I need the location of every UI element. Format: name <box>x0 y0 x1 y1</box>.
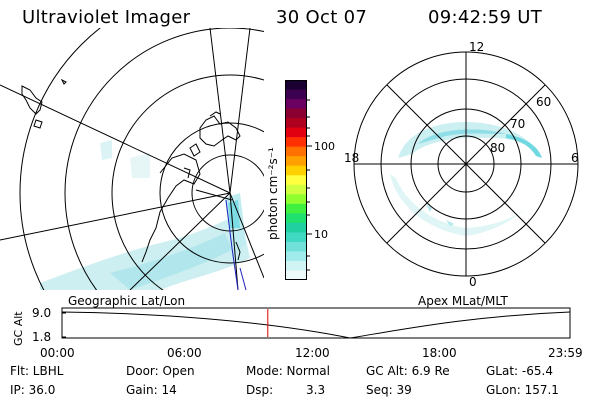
polar-label-70: 70 <box>510 117 525 131</box>
dsp-value: 3.3 <box>306 383 326 397</box>
colorbar-unit-text: photon cm⁻²s⁻¹ <box>266 147 280 240</box>
colorbar-unit-label: photon cm⁻²s⁻¹ <box>266 147 280 240</box>
colorbar-band <box>285 260 307 272</box>
colorbar-band <box>285 89 307 100</box>
polar-label-0: 0 <box>469 275 477 289</box>
time-tick-2359: 23:59 <box>548 346 583 360</box>
colorbar-tick-10: 10 <box>314 228 328 241</box>
colorbar-band <box>285 165 307 176</box>
ip-status: IP: 36.0 <box>10 383 56 397</box>
glat-status: GLat: -65.4 <box>486 364 553 378</box>
gc-alt-status: GC Alt: 6.9 Re <box>366 364 450 378</box>
polar-label-60: 60 <box>536 95 551 109</box>
colorbar-band <box>285 137 307 148</box>
colorbar-band <box>285 241 307 253</box>
gain-status: Gain: 14 <box>126 383 177 397</box>
polar-map-caption: Apex MLat/MLT <box>418 294 508 308</box>
time-tick-0000: 00:00 <box>40 346 75 360</box>
geo-satellite-track <box>195 189 247 290</box>
altitude-tick-low: 1.8 <box>32 330 51 344</box>
colorbar-band <box>285 184 307 195</box>
geo-aurora-emission <box>40 140 250 290</box>
colorbar-band <box>285 118 307 129</box>
time-tick-0600: 06:00 <box>167 346 202 360</box>
altitude-curve <box>61 311 571 339</box>
colorbar-band <box>285 194 307 205</box>
colorbar-band <box>285 146 307 157</box>
colorbar-band <box>285 251 307 262</box>
seq-status: Seq: 39 <box>366 383 412 397</box>
altitude-tick-high: 9.0 <box>32 306 51 320</box>
colorbar-band <box>285 203 307 214</box>
colorbar-band <box>285 232 307 243</box>
colorbar-axis: 100 10 <box>307 99 335 271</box>
polar-label-12: 12 <box>469 40 484 54</box>
colorbar-gradient <box>285 80 307 281</box>
geo-meridian-lines <box>0 28 264 290</box>
colorbar-band <box>285 108 307 119</box>
date-label: 30 Oct 07 <box>276 7 368 28</box>
time-tick-1800: 18:00 <box>422 346 457 360</box>
colorbar-band <box>285 270 307 281</box>
altitude-track: GC Alt 9.0 1.8 00:00 06:00 12:00 18:00 2… <box>12 306 583 360</box>
colorbar-band <box>285 222 307 233</box>
geo-coastlines <box>21 78 241 263</box>
polar-label-80: 80 <box>490 141 505 155</box>
door-status: Door: Open <box>126 364 195 378</box>
altitude-plot-frame <box>61 307 571 339</box>
colorbar-band <box>285 213 307 224</box>
geo-map-caption: Geographic Lat/Lon <box>68 294 186 308</box>
flt-status: Flt: LBHL <box>10 364 64 378</box>
colorbar-frame <box>285 80 307 280</box>
colorbar-band <box>285 99 307 110</box>
polar-label-6: 6 <box>571 151 579 165</box>
polar-mlt-map: 12 18 6 0 60 70 80 <box>344 40 579 289</box>
dsp-label: Dsp: <box>246 383 274 397</box>
altitude-axis-label: GC Alt <box>12 311 25 346</box>
colorbar-band <box>285 175 307 186</box>
colorbar-band <box>285 127 307 138</box>
polar-mlt-spokes <box>354 52 578 276</box>
colorbar-band <box>285 156 307 167</box>
colorbar <box>285 80 307 281</box>
geographic-map <box>0 28 264 290</box>
polar-label-18: 18 <box>344 151 359 165</box>
colorbar-tick-100: 100 <box>314 140 335 153</box>
time-label: 09:42:59 UT <box>428 7 543 28</box>
time-tick-1200: 12:00 <box>295 346 330 360</box>
colorbar-band <box>285 80 307 91</box>
mode-status: Mode: Normal <box>246 364 330 378</box>
glon-status: GLon: 157.1 <box>486 383 559 397</box>
instrument-title: Ultraviolet Imager <box>22 7 191 28</box>
